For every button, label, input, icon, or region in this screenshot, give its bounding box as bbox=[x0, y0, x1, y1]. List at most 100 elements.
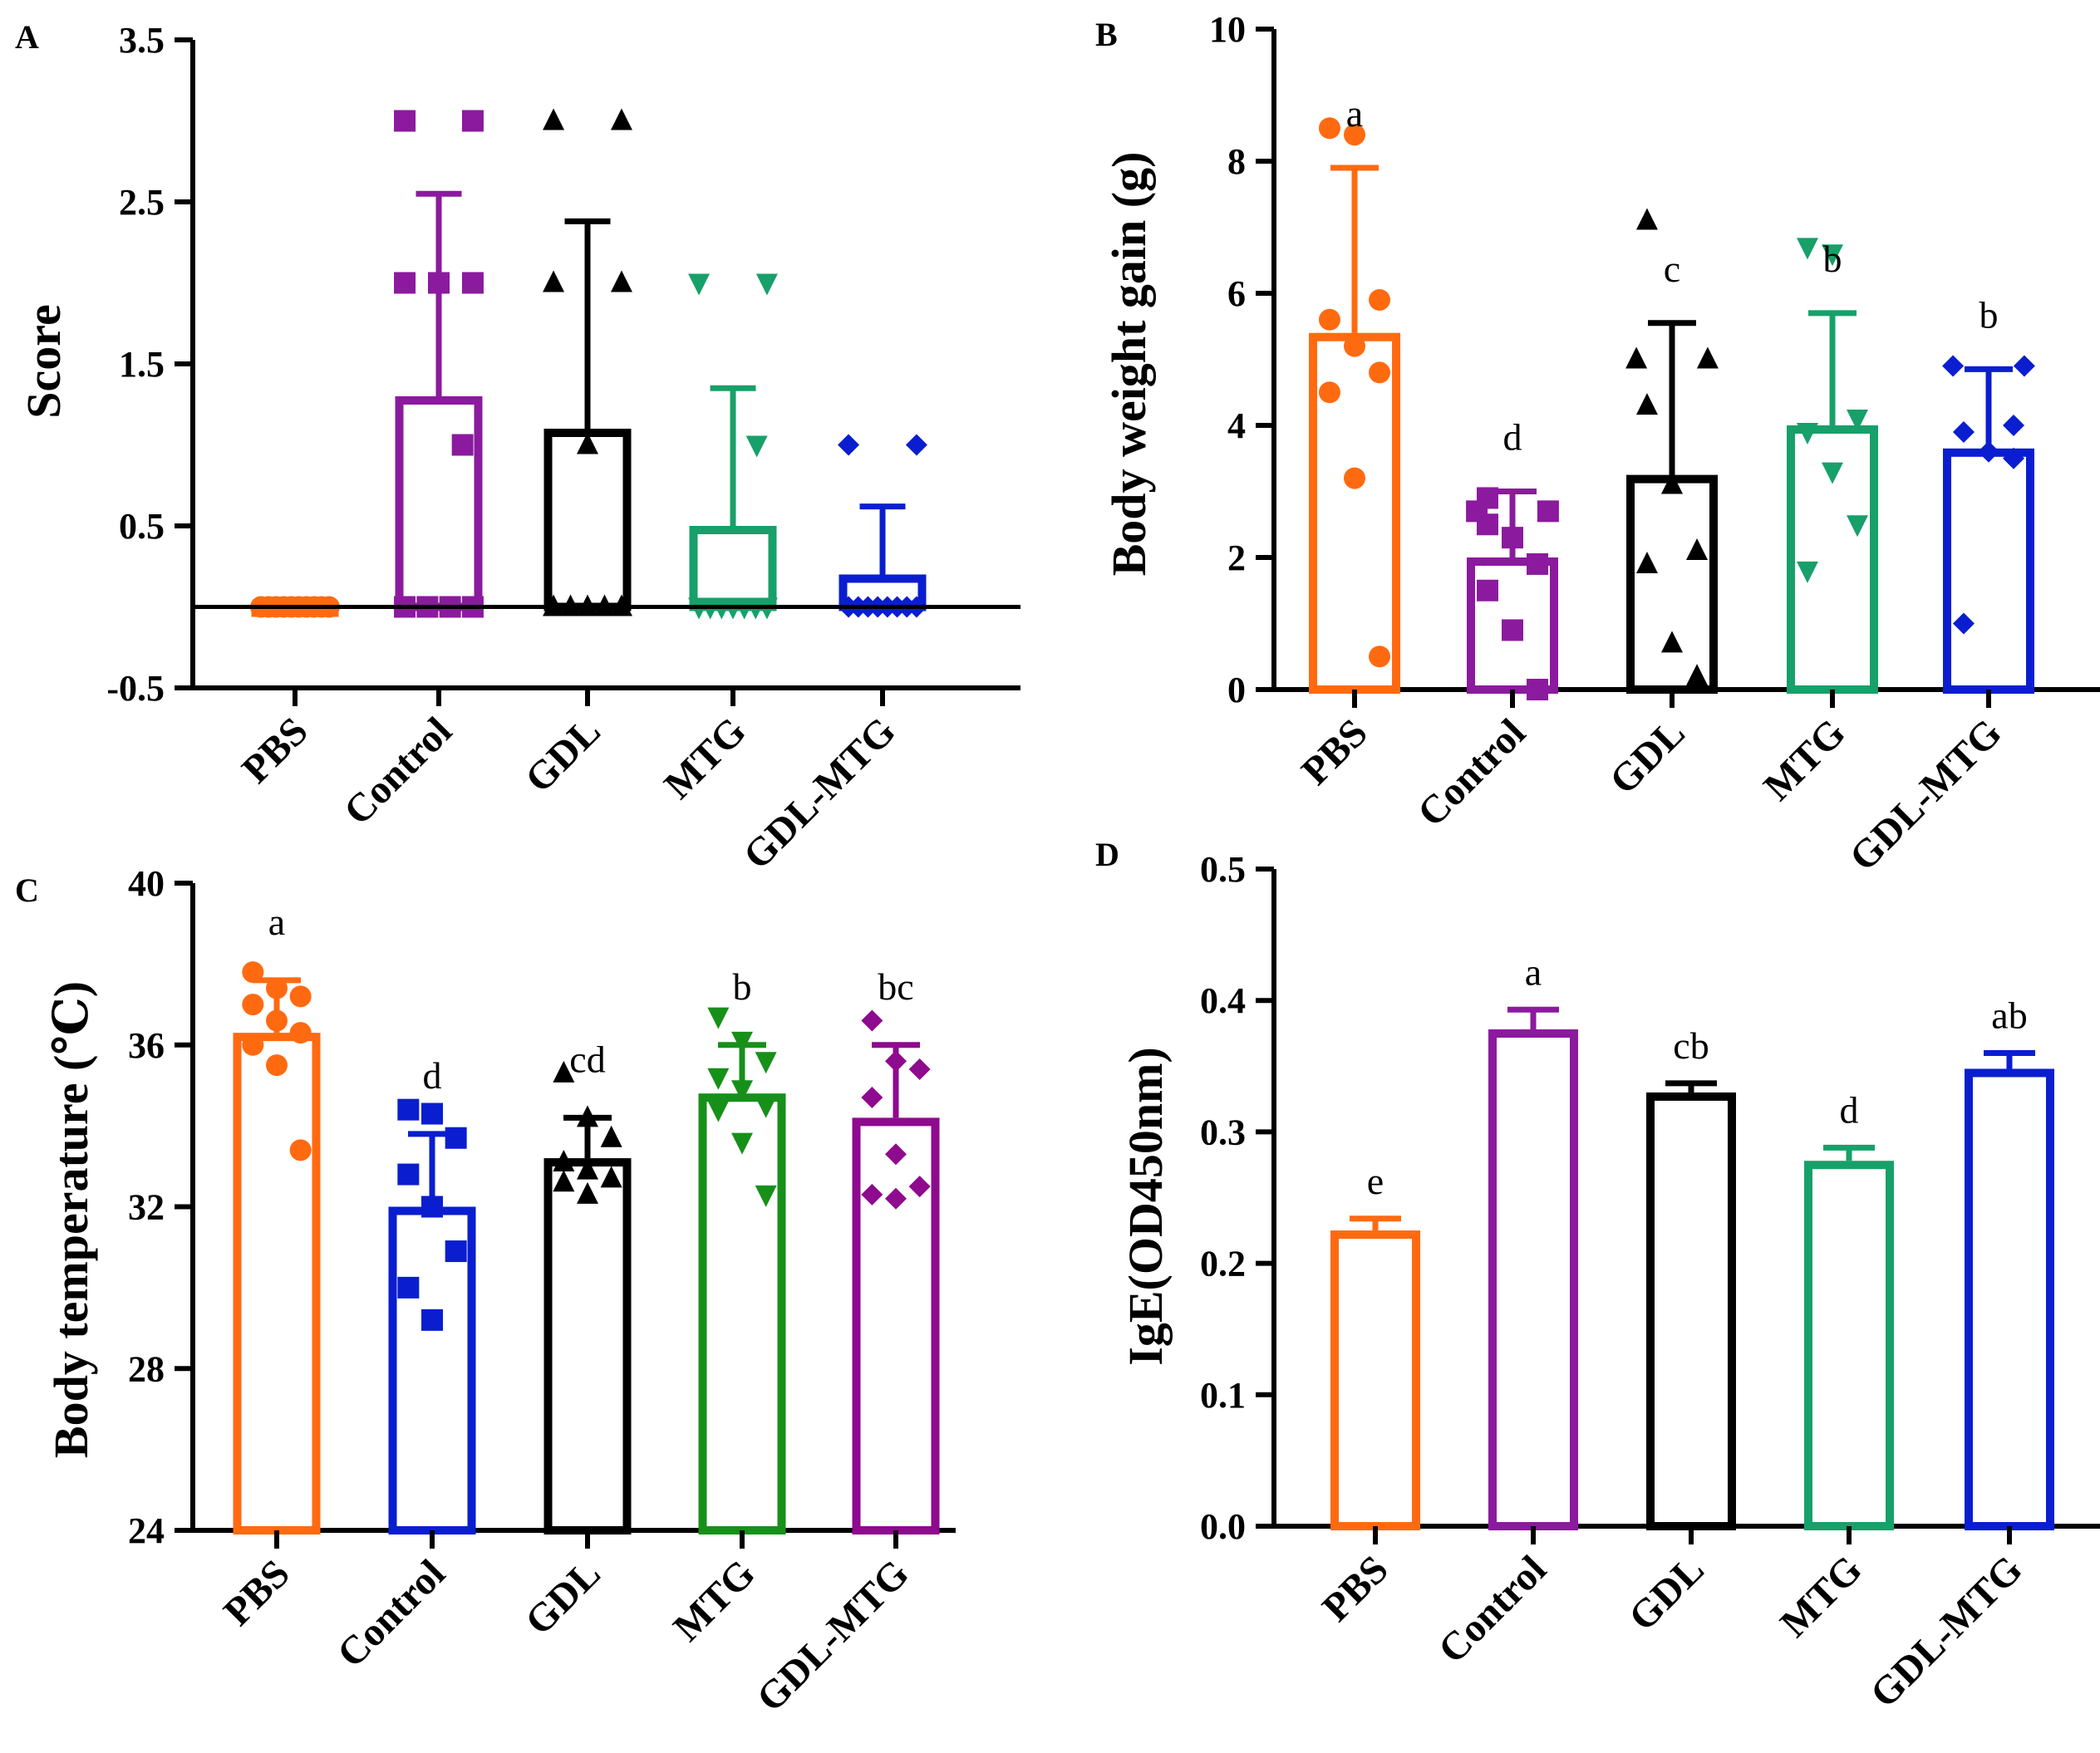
panel-b-data-point bbox=[1635, 208, 1658, 230]
panel-b-data-point bbox=[2013, 355, 2035, 377]
panel-b-data-point bbox=[1476, 513, 1498, 536]
panel-a-bar bbox=[689, 526, 777, 611]
panel-a-category-label: GDL bbox=[517, 709, 609, 801]
panel-a-chart: A Score 3.5 2.5 1.5 0.5 -0.5 PBS Control GDL MTG… bbox=[15, 18, 1020, 878]
panel-c-data-point bbox=[755, 1185, 777, 1207]
panel-c-data-point bbox=[908, 1058, 931, 1080]
panel-c-data-point bbox=[885, 1050, 907, 1073]
panel-b-significance-letter: c bbox=[1664, 248, 1680, 290]
panel-b-significance-letter: b bbox=[1980, 293, 1999, 336]
panel-c-data-point bbox=[908, 1176, 931, 1198]
panel-a-y-tick-label: -0.5 bbox=[106, 668, 165, 709]
panel-b-data-point bbox=[1942, 355, 1965, 377]
panel-b-data-point bbox=[2003, 447, 2025, 469]
panel-a-data-point bbox=[610, 270, 632, 292]
panel-c-significance-letter: a bbox=[268, 901, 285, 943]
panel-c-significance-letter: b bbox=[733, 965, 752, 1008]
panel-c-data-point bbox=[289, 1022, 312, 1044]
panel-c-data-point bbox=[445, 1127, 467, 1149]
panel-b-data-point bbox=[1822, 462, 1843, 484]
panel-d-bar bbox=[1804, 1161, 1894, 1530]
panel-b-data-point bbox=[1344, 124, 1365, 146]
panel-c-y-tick-label: 24 bbox=[128, 1510, 165, 1551]
panel-d-y-tick-label: 0.2 bbox=[1200, 1244, 1246, 1284]
panel-c-label: C bbox=[15, 872, 39, 909]
panel-c-y-tick-label: 36 bbox=[128, 1025, 165, 1066]
panel-a-y-tick-label: 3.5 bbox=[119, 20, 165, 61]
panel-b-data-point bbox=[1661, 472, 1683, 494]
panel-c-data-point bbox=[861, 1183, 883, 1205]
panel-b-category-label: Control bbox=[1409, 710, 1534, 835]
panel-b-data-point bbox=[1847, 515, 1869, 538]
panel-a-data-point bbox=[451, 434, 474, 456]
panel-d-y-tick-label: 0.4 bbox=[1200, 980, 1246, 1021]
panel-b-significance-letter: d bbox=[1503, 416, 1522, 459]
panel-a-y-axis-title: Score bbox=[17, 304, 71, 418]
panel-b-data-point bbox=[1822, 244, 1843, 267]
panel-b-significance-letter: a bbox=[1346, 92, 1363, 135]
panel-b-category-label: MTG bbox=[1755, 710, 1854, 809]
panel-c-significance-letter: cd bbox=[569, 1038, 605, 1080]
panel-a-y-tick-label: 0.5 bbox=[119, 506, 165, 547]
panel-b-data-point bbox=[1318, 381, 1340, 404]
panel-c-data-point bbox=[289, 1139, 312, 1161]
panel-b-bar bbox=[1626, 474, 1718, 694]
panel-c-data-point bbox=[242, 994, 264, 1016]
panel-c-chart: C Body temperature (℃) 40 36 32 28 24 a PBS d Co… bbox=[15, 863, 956, 1721]
panel-b-data-point bbox=[1978, 440, 1999, 463]
panel-c-category-label: GDL-MTG bbox=[748, 1551, 917, 1720]
panel-d-significance-letter: cb bbox=[1673, 1024, 1709, 1067]
panel-a-label: A bbox=[15, 18, 39, 56]
panel-b-data-point bbox=[1502, 527, 1523, 549]
panel-b-data-point bbox=[1661, 631, 1683, 653]
panel-a-data-point bbox=[461, 272, 484, 294]
panel-d-category-label: Control bbox=[1430, 1547, 1555, 1672]
panel-b-data-point bbox=[1796, 561, 1818, 583]
panel-c-data-point bbox=[266, 1009, 288, 1032]
panel-d-y-tick-label: 0.0 bbox=[1200, 1506, 1246, 1547]
panel-b-data-point bbox=[1796, 422, 1818, 444]
panel-b-y-axis-title: Body weight gain (g) bbox=[1102, 152, 1156, 577]
panel-b-y-tick-label: 8 bbox=[1227, 141, 1246, 182]
panel-a-data-point bbox=[838, 434, 860, 456]
panel-c-significance-letter: bc bbox=[878, 965, 913, 1008]
panel-c-data-point bbox=[885, 1187, 907, 1210]
panel-c-data-point bbox=[731, 1031, 753, 1053]
panel-c-data-point bbox=[885, 1143, 907, 1166]
panel-c-data-point bbox=[600, 1166, 622, 1188]
panel-b-data-point bbox=[1952, 612, 1975, 635]
panel-c-data-point bbox=[707, 1100, 730, 1122]
panel-b-data-point bbox=[1686, 538, 1709, 561]
panel-b-data-point bbox=[1796, 238, 1818, 260]
panel-c-bar bbox=[543, 1158, 632, 1534]
panel-c-data-point bbox=[600, 1125, 622, 1147]
panel-d-category-label: GDL bbox=[1620, 1547, 1713, 1639]
panel-c-data-point bbox=[577, 1157, 598, 1180]
panel-c-data-point bbox=[553, 1149, 575, 1171]
panel-b-category-label: GDL bbox=[1601, 710, 1694, 803]
panel-d-significance-letter: e bbox=[1367, 1160, 1384, 1202]
panel-d-y-axis-title: IgE(OD450nm) bbox=[1119, 1047, 1173, 1365]
panel-c-data-point bbox=[266, 977, 288, 999]
panel-c-y-axis-title: Body temperature (℃) bbox=[44, 981, 98, 1458]
panel-d-significance-letter: ab bbox=[1991, 994, 2027, 1036]
panel-a-data-point bbox=[543, 270, 565, 292]
panel-c-data-point bbox=[861, 1009, 883, 1032]
panel-d-category-label: MTG bbox=[1772, 1547, 1871, 1646]
panel-b-label: B bbox=[1095, 16, 1118, 53]
panel-a-category-label: Control bbox=[336, 709, 460, 833]
panel-b-data-point bbox=[1369, 646, 1391, 668]
panel-c-data-point bbox=[421, 1102, 443, 1125]
panel-b-data-point bbox=[1502, 619, 1523, 641]
panel-b-bar bbox=[1943, 448, 2034, 694]
panel-b-y-tick-label: 4 bbox=[1227, 405, 1246, 446]
panel-d-y-tick-label: 0.5 bbox=[1200, 849, 1246, 890]
panel-d-y-tick-label: 0.3 bbox=[1200, 1112, 1246, 1152]
panel-a-data-point bbox=[461, 110, 484, 132]
panel-a-data-point bbox=[543, 108, 565, 130]
panel-b-data-point bbox=[1635, 551, 1658, 573]
panel-b-data-point bbox=[1686, 664, 1709, 686]
panel-a-data-point bbox=[394, 272, 416, 294]
panel-b-y-tick-label: 10 bbox=[1209, 9, 1246, 50]
